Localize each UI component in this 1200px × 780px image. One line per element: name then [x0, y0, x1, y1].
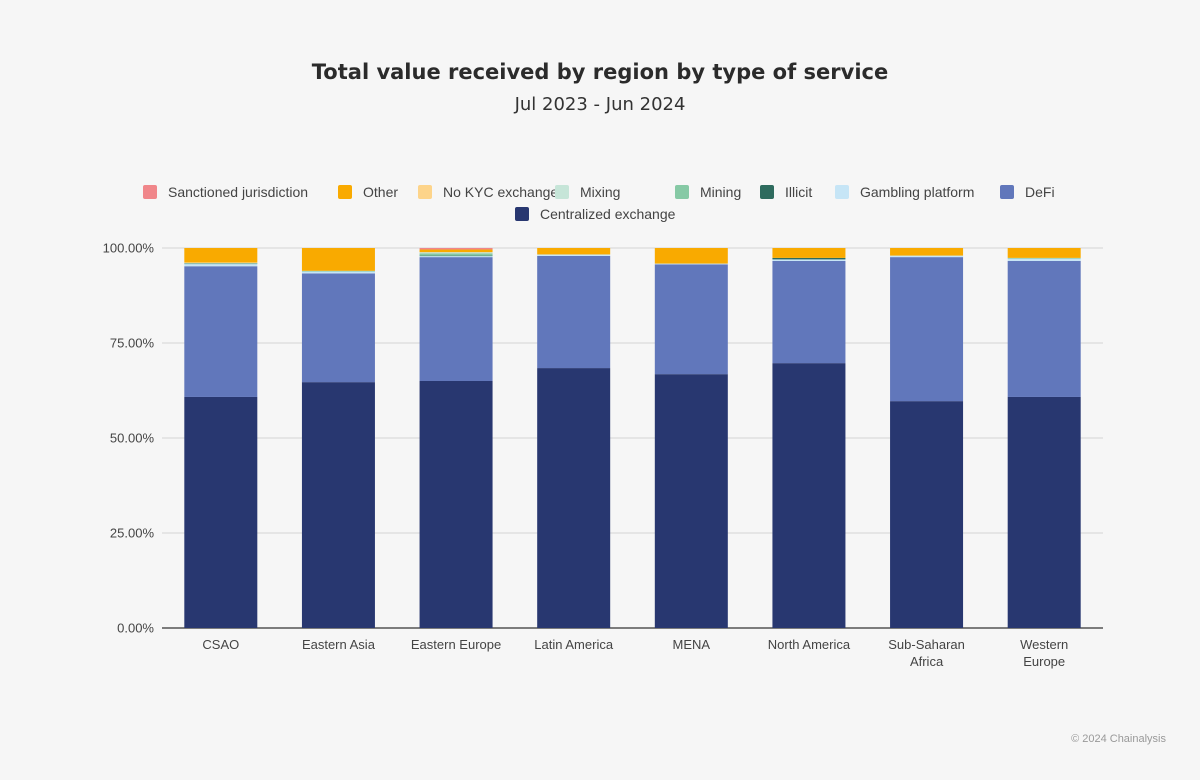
chart-title: Total value received by region by type o… — [311, 60, 889, 84]
legend-item: No KYC exchange — [418, 184, 558, 200]
bar-segment-mixing — [419, 252, 493, 254]
y-tick-label: 75.00% — [110, 336, 155, 351]
bar-segment-gambling-platform — [301, 271, 375, 274]
legend-item: Other — [338, 184, 398, 200]
bar-segment-defi — [537, 255, 611, 369]
bar-segment-centralized-exchange — [1007, 396, 1081, 628]
legend-swatch — [555, 185, 569, 199]
y-tick-label: 25.00% — [110, 526, 155, 541]
legend-item: Gambling platform — [835, 184, 974, 200]
bar-segment-other — [419, 249, 493, 253]
bar-segment-defi — [419, 257, 493, 381]
y-tick-label: 50.00% — [110, 431, 155, 446]
bar-segment-mining — [419, 253, 493, 256]
legend-label: No KYC exchange — [443, 184, 559, 200]
x-tick-label: MENA — [673, 637, 711, 652]
bar-segment-illicit — [419, 255, 493, 257]
bar-segment-defi — [654, 264, 728, 375]
bar-segment-other — [772, 248, 846, 258]
legend-swatch — [835, 185, 849, 199]
legend-item: Sanctioned jurisdiction — [143, 184, 308, 200]
bar-segment-gambling-platform — [1007, 258, 1081, 261]
legend-swatch — [1000, 185, 1014, 199]
bar-segment-illicit — [184, 263, 258, 265]
legend-label: Centralized exchange — [540, 206, 676, 222]
bar-segment-centralized-exchange — [890, 401, 964, 628]
bar-segment-centralized-exchange — [301, 382, 375, 628]
bar-segment-defi — [1007, 260, 1081, 397]
legend-label: Other — [363, 184, 399, 200]
bar-segment-other — [1007, 248, 1081, 258]
bar-segment-mixing — [184, 262, 258, 264]
bar-segment-defi — [184, 266, 258, 397]
bar-segment-other — [537, 248, 611, 255]
bar-segment-other — [654, 248, 728, 264]
legend-swatch — [515, 207, 529, 221]
x-tick-label: Latin America — [534, 637, 614, 652]
x-tick-label: Eastern Europe — [411, 637, 501, 652]
bar-segment-mining — [184, 263, 258, 264]
bar-segment-centralized-exchange — [772, 363, 846, 628]
legend-item: Mining — [675, 184, 741, 200]
bar-segment-other — [301, 248, 375, 271]
legend-label: Sanctioned jurisdiction — [168, 184, 309, 200]
legend-swatch — [760, 185, 774, 199]
bar-segment-defi — [890, 257, 964, 402]
bar-segment-centralized-exchange — [184, 396, 258, 628]
legend-item: Mixing — [555, 184, 620, 200]
bar-segment-no-kyc-exchange — [184, 262, 258, 263]
legend-item: Illicit — [760, 184, 812, 200]
bar-segment-mining — [1007, 257, 1081, 259]
legend-item: Centralized exchange — [515, 206, 675, 222]
legend-label: Illicit — [785, 184, 813, 200]
bar-segment-gambling-platform — [772, 259, 846, 261]
bar-segment-gambling-platform — [537, 254, 611, 256]
y-tick-label: 0.00% — [117, 621, 154, 636]
bar-segment-centralized-exchange — [654, 374, 728, 628]
legend-item: DeFi — [1000, 184, 1055, 200]
x-tick-label: Europe — [1023, 654, 1065, 669]
bar-segment-sanctioned-jurisdiction — [419, 248, 493, 250]
legend-swatch — [675, 185, 689, 199]
x-tick-label: Western — [1020, 637, 1068, 652]
chart-subtitle: Jul 2023 - Jun 2024 — [514, 94, 686, 115]
bar-segment-gambling-platform — [890, 255, 964, 258]
bar-segment-other — [890, 248, 964, 256]
legend-label: DeFi — [1025, 184, 1055, 200]
x-tick-label: Africa — [910, 654, 944, 669]
x-tick-label: CSAO — [202, 637, 239, 652]
legend-swatch — [338, 185, 352, 199]
bar-segment-gambling-platform — [419, 255, 493, 258]
y-tick-label: 100.00% — [103, 241, 155, 256]
legend-swatch — [418, 185, 432, 199]
bar-segment-other — [184, 248, 258, 263]
bar-segment-centralized-exchange — [419, 381, 493, 628]
bar-segment-defi — [772, 260, 846, 364]
bar-segment-illicit — [772, 257, 846, 260]
x-tick-label: North America — [768, 637, 851, 652]
bar-segment-centralized-exchange — [537, 368, 611, 628]
legend-label: Mixing — [580, 184, 621, 200]
bar-segment-defi — [301, 273, 375, 383]
x-tick-label: Eastern Asia — [302, 637, 376, 652]
legend-label: Gambling platform — [860, 184, 975, 200]
legend-label: Mining — [700, 184, 742, 200]
copyright-credit: © 2024 Chainalysis — [1071, 733, 1166, 745]
bar-segment-mining — [301, 270, 375, 272]
bar-segment-gambling-platform — [184, 263, 258, 267]
x-tick-label: Sub-Saharan — [888, 637, 965, 652]
legend-swatch — [143, 185, 157, 199]
bar-segment-gambling-platform — [654, 263, 728, 265]
